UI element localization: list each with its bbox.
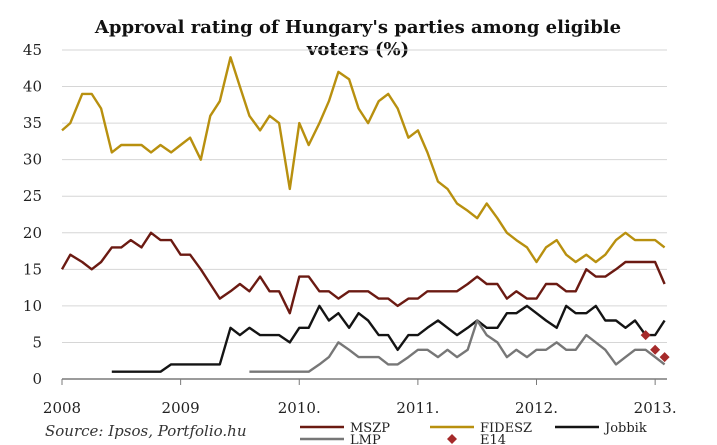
legend-label-fidesz: FIDESZ <box>480 421 532 436</box>
y-tick-label: 10 <box>23 297 42 315</box>
source-note: Source: Ipsos, Portfolio.hu <box>45 422 246 440</box>
series-line-lmp <box>249 319 666 373</box>
x-tick-label: 2011. <box>396 399 439 417</box>
x-tick-label: 2012. <box>515 399 558 417</box>
axes: 0 5 10 15 20 25 30 35 40 45 2008 2009 2010. 2011. 2012… <box>23 41 677 417</box>
y-tick-label: 0 <box>32 370 42 388</box>
series-line-fidesz <box>61 56 666 264</box>
y-tick-label: 35 <box>23 114 42 132</box>
series-markers <box>640 330 670 363</box>
data-point-e14 <box>659 352 670 363</box>
series-line-jobbik <box>111 304 666 373</box>
legend-label-jobbik: Jobbik <box>603 421 647 436</box>
y-tick-label: 30 <box>23 151 42 169</box>
legend-label-lmp: LMP <box>350 433 381 445</box>
x-tick-label: 2010. <box>278 399 321 417</box>
y-tick-label: 15 <box>23 260 42 278</box>
series-line-mszp <box>60 231 666 315</box>
legend-label-e14: E14 <box>480 433 506 445</box>
y-tick-label: 25 <box>23 187 42 205</box>
x-tick-label: 2008 <box>43 399 81 417</box>
legend-label-mszp: MSZP <box>350 421 390 436</box>
grid-lines <box>62 49 667 343</box>
data-point-e14 <box>650 344 661 355</box>
x-tick-label: 2013. <box>634 399 677 417</box>
y-tick-label: 5 <box>32 333 42 351</box>
legend: MSZP FIDESZ Jobbik LMP E14 <box>300 421 647 445</box>
y-tick-label: 40 <box>23 78 42 96</box>
series-lines <box>60 56 666 373</box>
y-tick-label: 20 <box>23 224 42 242</box>
data-point-e14 <box>640 330 651 341</box>
legend-swatch-e14 <box>447 434 457 444</box>
y-tick-label: 45 <box>23 41 42 59</box>
chart-title-line-1: Approval rating of Hungary's parties amo… <box>94 17 621 38</box>
x-tick-label: 2009 <box>162 399 200 417</box>
